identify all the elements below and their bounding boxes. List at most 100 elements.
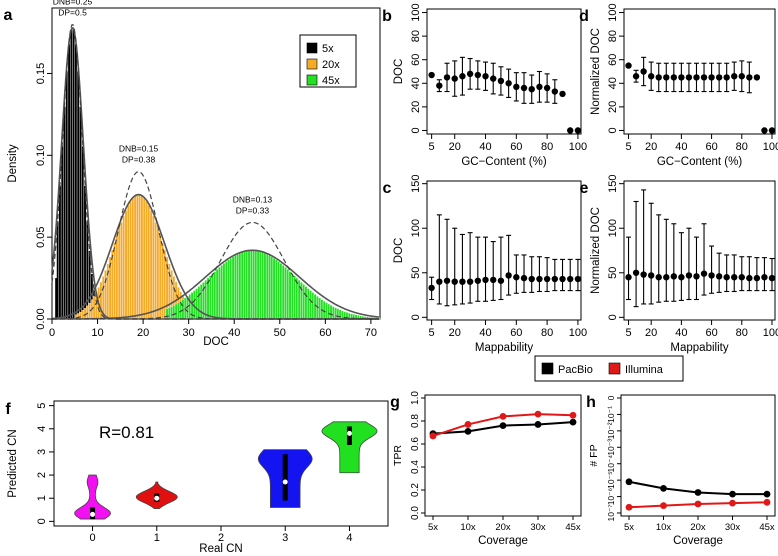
panel-d: d 0 20 40 60 80 100 5 20 40 60 80 100 GC−Content (%) N… bbox=[579, 3, 778, 168]
y-tick-label: 4 bbox=[36, 426, 48, 432]
y-axis-label: Normalized DOC bbox=[590, 207, 602, 294]
x-tick-label: 100 bbox=[569, 141, 587, 153]
histogram-bar-20x bbox=[133, 195, 137, 320]
data-point bbox=[647, 73, 655, 80]
panel-letter: h bbox=[586, 394, 596, 411]
panel-letter: g bbox=[390, 394, 400, 411]
x-axis-label: Mappability bbox=[670, 342, 728, 354]
data-point bbox=[640, 68, 647, 75]
histogram-bar-45x bbox=[290, 273, 294, 320]
histogram-bar-45x bbox=[256, 250, 260, 320]
histogram-bar-45x bbox=[329, 305, 333, 320]
histogram-bar-45x bbox=[245, 250, 249, 320]
data-point bbox=[536, 83, 543, 91]
x-tick-label: 80 bbox=[541, 327, 553, 339]
x-tick-label: 60 bbox=[705, 327, 717, 339]
data-point bbox=[443, 277, 451, 284]
histogram-bar-5x bbox=[58, 185, 62, 320]
data-point bbox=[459, 73, 466, 80]
histogram-bar-20x bbox=[122, 215, 126, 320]
x-tick-label: 100 bbox=[569, 327, 587, 339]
x-tick-label: 40 bbox=[479, 141, 491, 153]
violin-shape bbox=[74, 474, 111, 520]
y-axis-label: DOC bbox=[393, 238, 405, 264]
x-tick-label: 10x bbox=[656, 522, 672, 533]
data-point bbox=[443, 74, 451, 81]
histogram-bar-45x bbox=[167, 307, 171, 320]
histogram-bar-45x bbox=[334, 307, 337, 320]
data-point bbox=[678, 74, 685, 81]
y-tick-label: 5 bbox=[36, 403, 48, 409]
series-point-PacBio bbox=[763, 490, 771, 498]
data-point bbox=[436, 278, 443, 285]
data-point bbox=[505, 80, 512, 87]
data-point bbox=[625, 274, 632, 281]
histogram-bar-5x bbox=[67, 43, 71, 320]
panel-letter: a bbox=[4, 7, 13, 24]
panel-f: f R=0.81 0 1 2 3 4 5 0 1 2 3 4 Real CN Predicted CN bbox=[5, 400, 389, 555]
correlation-label: R=0.81 bbox=[99, 423, 154, 442]
data-point bbox=[753, 74, 761, 81]
data-point bbox=[768, 274, 776, 282]
y-tick-label: 150 bbox=[607, 174, 619, 192]
y-tick-label: 80 bbox=[607, 30, 619, 42]
histogram-bar-45x bbox=[222, 263, 226, 320]
x-tick-label: 45x bbox=[759, 522, 775, 533]
histogram-bar-20x bbox=[131, 197, 135, 320]
y-axis-label: DOC bbox=[393, 59, 405, 85]
histogram-bar-45x bbox=[288, 271, 292, 320]
histogram-bar-45x bbox=[227, 259, 230, 320]
data-point bbox=[731, 73, 738, 80]
data-point bbox=[738, 73, 745, 80]
y-tick-label: 100 bbox=[410, 3, 422, 21]
data-point bbox=[693, 74, 700, 81]
histogram-bar-45x bbox=[174, 303, 178, 320]
histogram-bar-45x bbox=[265, 253, 269, 320]
histogram-bar-45x bbox=[229, 257, 233, 320]
histogram-bar-45x bbox=[313, 294, 317, 320]
y-tick-label: 1 bbox=[36, 495, 48, 501]
x-tick-label: 4 bbox=[346, 532, 352, 544]
legend-swatch bbox=[306, 42, 318, 54]
x-tick-label: 20 bbox=[645, 141, 657, 153]
x-tick-label: 5x bbox=[428, 522, 438, 533]
x-axis-label: GC−Content (%) bbox=[657, 156, 742, 168]
histogram-bar-45x bbox=[263, 252, 267, 320]
histogram-bar-5x bbox=[85, 220, 89, 320]
histogram-bar-45x bbox=[220, 265, 224, 320]
histogram-bar-45x bbox=[302, 284, 306, 320]
y-axis-label: Normalized DOC bbox=[590, 28, 602, 115]
data-point bbox=[559, 275, 566, 283]
data-point bbox=[451, 278, 458, 285]
annotation-text: DP=0.38 bbox=[122, 155, 156, 165]
panel-g: g 0.0 0.2 0.4 0.6 0.8 1.0 5x 10x 20x 30x 45x Coverag… bbox=[390, 391, 582, 547]
data-point bbox=[474, 71, 482, 79]
histogram-bar-20x bbox=[138, 194, 142, 320]
y-tick-label: 60 bbox=[607, 54, 619, 66]
x-tick-label: 20x bbox=[690, 522, 706, 533]
histogram-bar-45x bbox=[231, 256, 235, 320]
series-point-PacBio bbox=[464, 427, 472, 435]
histogram-bar-20x bbox=[154, 221, 157, 320]
histogram-bar-20x bbox=[142, 197, 146, 320]
histogram-bar-45x bbox=[236, 253, 239, 320]
histogram-bar-20x bbox=[129, 201, 132, 320]
data-point bbox=[708, 74, 715, 81]
y-tick-label: 100 bbox=[607, 3, 619, 21]
y-tick-label: 10⁻³ bbox=[606, 439, 616, 456]
panel-e: e 0 50 100 150 5 20 40 60 80 100 Mappability Normali… bbox=[580, 174, 778, 354]
histogram-bar-45x bbox=[295, 277, 299, 320]
y-tick-label: 2 bbox=[36, 472, 48, 478]
x-tick-label: 30x bbox=[725, 522, 741, 533]
histogram-bar-45x bbox=[322, 300, 326, 320]
y-tick-label: 20 bbox=[410, 101, 422, 113]
series-point-Illumina bbox=[499, 413, 507, 420]
x-tick-label: 80 bbox=[736, 141, 748, 153]
data-point bbox=[528, 275, 535, 283]
y-tick-label: 0.6 bbox=[410, 437, 421, 451]
y-tick-label: 80 bbox=[410, 30, 422, 42]
series-point-PacBio bbox=[694, 489, 702, 496]
expected-curve-1 bbox=[51, 171, 380, 320]
plot-frame bbox=[623, 8, 776, 135]
data-point bbox=[655, 274, 662, 281]
